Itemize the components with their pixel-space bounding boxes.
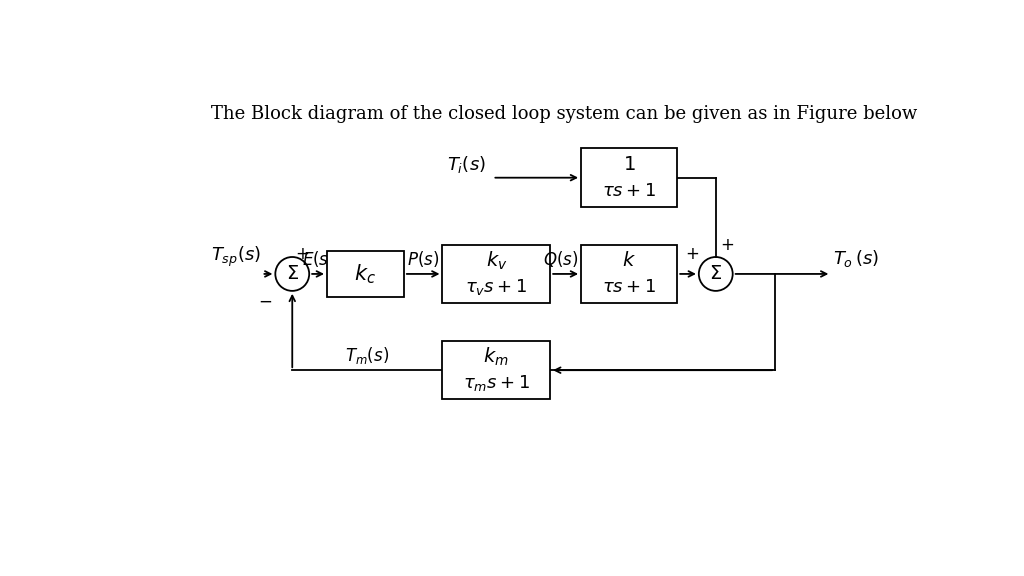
Text: $k_c$: $k_c$: [354, 262, 377, 286]
FancyBboxPatch shape: [442, 341, 550, 399]
Text: $k$: $k$: [623, 251, 636, 270]
Text: $Q(s)$: $Q(s)$: [543, 249, 578, 270]
Text: $T_m(s)$: $T_m(s)$: [345, 344, 389, 366]
Text: $k_v$: $k_v$: [485, 249, 507, 272]
Text: $\tau_m s+1$: $\tau_m s+1$: [463, 373, 529, 393]
Text: $\tau s+1$: $\tau s+1$: [602, 278, 656, 296]
FancyBboxPatch shape: [581, 149, 677, 207]
Text: $-$: $-$: [258, 293, 272, 309]
Text: $k_m$: $k_m$: [483, 346, 509, 368]
FancyBboxPatch shape: [327, 251, 403, 297]
Text: $+$: $+$: [720, 237, 734, 254]
FancyBboxPatch shape: [581, 245, 677, 303]
Text: $T_{sp}(s)$: $T_{sp}(s)$: [211, 245, 261, 270]
Text: $\Sigma$: $\Sigma$: [710, 265, 722, 283]
Text: $+$: $+$: [295, 246, 309, 263]
Text: The Block diagram of the closed loop system can be given as in Figure below: The Block diagram of the closed loop sys…: [211, 104, 918, 123]
Text: $\Sigma$: $\Sigma$: [286, 265, 299, 283]
Text: $P(s)$: $P(s)$: [408, 249, 439, 270]
Text: $+$: $+$: [685, 246, 699, 263]
Text: $T_i(s)$: $T_i(s)$: [447, 154, 486, 175]
Text: $\tau s+1$: $\tau s+1$: [602, 182, 656, 200]
Text: $\tau_v s+1$: $\tau_v s+1$: [465, 277, 527, 297]
FancyBboxPatch shape: [442, 245, 550, 303]
Text: $1$: $1$: [623, 156, 636, 173]
Text: $E(s)$: $E(s)$: [302, 249, 335, 270]
Text: $T_o\,(s)$: $T_o\,(s)$: [833, 248, 879, 270]
